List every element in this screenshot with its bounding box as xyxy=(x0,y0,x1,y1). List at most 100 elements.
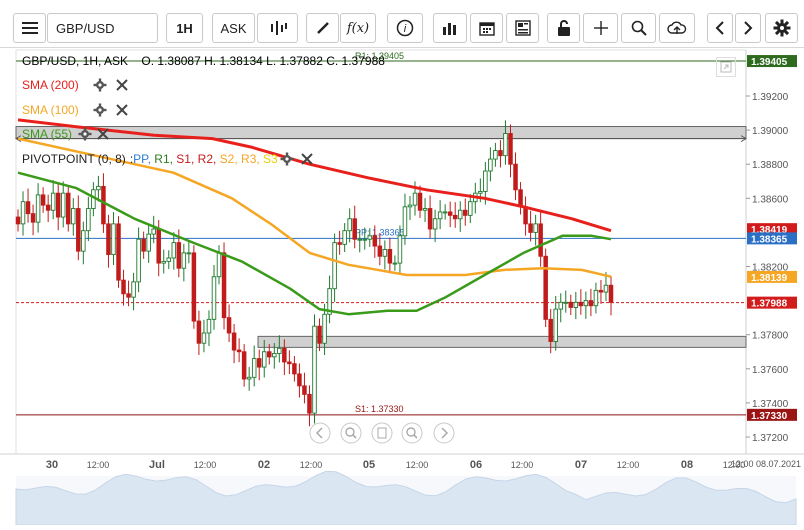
candle-body xyxy=(407,204,413,208)
candle-body xyxy=(422,208,428,211)
candle-body xyxy=(412,192,418,206)
candle-body xyxy=(427,208,433,230)
candle-body xyxy=(312,325,317,414)
candle-body xyxy=(478,191,483,194)
menu-icon[interactable] xyxy=(13,13,46,43)
scroll-right-button-ring[interactable] xyxy=(433,422,455,444)
zoom-out-button[interactable] xyxy=(340,422,362,444)
chevron-right-icon[interactable] xyxy=(735,13,761,43)
pivot-item-2: S1, xyxy=(172,152,195,166)
candle-body xyxy=(508,133,513,165)
scroll-left-button[interactable] xyxy=(309,422,331,444)
candle-body xyxy=(498,150,503,157)
price-tag xyxy=(747,408,797,421)
price-chart[interactable]: R1: 1.39405 PP: 1.38365 S1: 1.37330 1.3920… xyxy=(0,47,804,526)
reset-zoom-button-ring[interactable] xyxy=(371,422,393,444)
sma-100-legend: SMA (100) xyxy=(22,103,129,117)
candle-body xyxy=(377,245,383,257)
gear-icon[interactable] xyxy=(93,78,107,92)
expand-icon[interactable] xyxy=(716,57,736,77)
reset-icon xyxy=(377,427,387,439)
sma-100-line xyxy=(17,137,612,278)
gear-icon[interactable] xyxy=(765,13,798,43)
candle-body xyxy=(533,223,538,233)
zone-arrow-left xyxy=(15,135,22,143)
candle-body xyxy=(131,281,136,298)
interval-button[interactable]: 1H xyxy=(166,13,203,43)
candle-body xyxy=(392,262,398,265)
close-icon[interactable] xyxy=(115,78,129,92)
price-side-button[interactable]: ASK xyxy=(212,13,255,43)
crosshair-icon[interactable] xyxy=(583,13,618,43)
navigator-area xyxy=(15,470,797,526)
candlestick-type-icon[interactable] xyxy=(257,13,298,43)
news-icon[interactable] xyxy=(506,13,539,43)
volume-bars-icon[interactable] xyxy=(433,13,467,43)
symbol-selector[interactable]: GBP/USD xyxy=(47,13,158,43)
candle-body xyxy=(563,301,569,304)
candle-body xyxy=(146,233,151,252)
gear-icon[interactable] xyxy=(78,127,92,141)
reset-zoom-button[interactable] xyxy=(371,422,393,444)
gear-icon[interactable] xyxy=(93,103,107,117)
zoom-out-button-ring[interactable] xyxy=(340,422,362,444)
candle-body xyxy=(387,248,393,264)
chevron-left-icon[interactable] xyxy=(707,13,733,43)
candle-body xyxy=(287,361,292,365)
close-icon[interactable] xyxy=(115,103,129,117)
candle-body xyxy=(367,235,373,240)
x-tick-label: 06 xyxy=(470,459,482,471)
candle-body xyxy=(50,192,56,211)
close-icon[interactable] xyxy=(96,127,110,141)
magnifier-handle xyxy=(352,434,357,439)
candle-body xyxy=(196,320,202,344)
candle-body xyxy=(417,192,423,211)
sma-100-label: SMA (100) xyxy=(22,103,79,117)
zoom-in-button-ring[interactable] xyxy=(401,422,423,444)
pivot-items: PP, R1, S1, R2, S2, R3, S3 xyxy=(133,152,278,166)
candle-body xyxy=(483,170,488,192)
price-tag xyxy=(747,270,797,283)
chevron-left-icon xyxy=(315,427,323,439)
candle-body xyxy=(126,293,131,298)
candle-body xyxy=(71,208,76,225)
candle-body xyxy=(156,228,161,264)
candle-body xyxy=(463,209,468,216)
x-tick-label: 08 xyxy=(681,459,693,471)
candle-body xyxy=(81,230,86,252)
candle-body xyxy=(236,349,242,353)
candle-body xyxy=(35,194,41,223)
sma-55-label: SMA (55) xyxy=(22,127,73,141)
lock-icon[interactable] xyxy=(547,13,580,43)
function-icon[interactable]: f(x) xyxy=(340,13,376,43)
candle-body xyxy=(60,192,66,218)
candle-body xyxy=(402,206,408,237)
calendar-icon[interactable] xyxy=(470,13,503,43)
chart-area[interactable]: R1: 1.39405 PP: 1.38365 S1: 1.37330 1.3920… xyxy=(0,47,804,526)
zoom-in-button[interactable] xyxy=(401,422,423,444)
zoom-icon[interactable] xyxy=(621,13,656,43)
close-icon[interactable] xyxy=(300,152,314,166)
scroll-left-button-ring[interactable] xyxy=(309,422,331,444)
x-tick-label: 12:00 xyxy=(300,460,323,470)
y-tick-label: 1.38200 xyxy=(752,263,789,274)
pp-label: PP: 1.38365 xyxy=(355,227,405,237)
candle-body xyxy=(362,238,368,241)
gear-icon[interactable] xyxy=(280,152,294,166)
candle-body xyxy=(256,358,262,368)
candle-body xyxy=(578,301,584,307)
toolbar: GBP/USD 1H ASK f(x) i xyxy=(0,0,804,48)
x-tick-label: 12:00 xyxy=(511,460,534,470)
candle-body xyxy=(221,252,227,319)
scroll-right-button[interactable] xyxy=(433,422,455,444)
candle-body xyxy=(452,214,458,220)
price-tag-label: 1.38139 xyxy=(751,273,788,284)
draw-line-icon[interactable] xyxy=(306,13,339,43)
info-icon[interactable]: i xyxy=(387,13,423,43)
price-tag xyxy=(747,232,797,245)
x-tick-label: 02 xyxy=(258,459,270,471)
candle-body xyxy=(543,255,548,320)
candle-body xyxy=(342,230,347,245)
upload-icon[interactable] xyxy=(659,13,695,43)
candle-body xyxy=(166,257,172,262)
